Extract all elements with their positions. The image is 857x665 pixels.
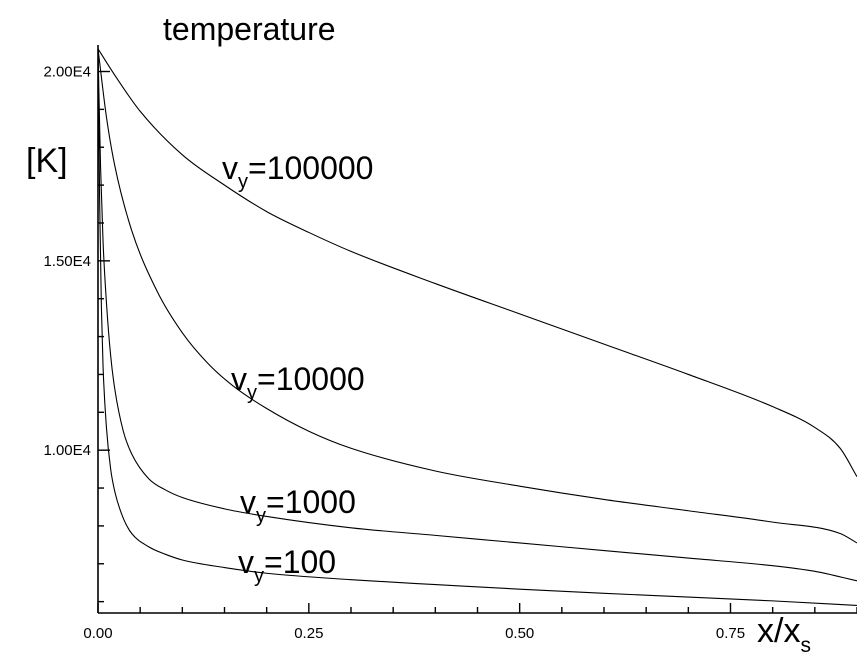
x-axis-label-main: x/x <box>757 612 800 650</box>
x-tick-label: 0.75 <box>716 625 745 642</box>
series-label-sub: y <box>256 505 266 527</box>
y-axis-label: [K] <box>26 142 68 180</box>
series-label-main: v <box>238 544 254 580</box>
series-label-value: =10000 <box>257 361 365 397</box>
x-tick-label: 0.00 <box>83 625 112 642</box>
x-axis-label: x/xs <box>757 612 811 657</box>
series-line <box>97 48 857 477</box>
series-label-sub: y <box>247 382 257 404</box>
y-tick-label: 2.00E4 <box>43 64 91 81</box>
ticks: 0.00 0.25 0.50 0.75 1.00E4 1.50E4 2.00E4 <box>43 64 857 642</box>
series-label-sub: y <box>254 565 264 587</box>
series-label: vy=100000 <box>222 150 373 193</box>
series-label-main: v <box>231 361 247 397</box>
series-label: vy=10000 <box>231 361 365 404</box>
series-lines <box>97 48 857 606</box>
series-label-sub: y <box>238 171 248 193</box>
series-label-main: v <box>240 484 256 520</box>
series-label: vy=1000 <box>240 484 356 527</box>
series-line <box>97 48 857 606</box>
series-label-value: =100000 <box>248 150 373 186</box>
axes <box>97 45 857 614</box>
x-tick-label: 0.50 <box>505 625 534 642</box>
series-line <box>97 48 857 582</box>
x-tick-label: 0.25 <box>294 625 323 642</box>
series-label-value: =100 <box>264 544 336 580</box>
series-line <box>97 48 857 544</box>
x-axis-label-sub: s <box>800 634 811 657</box>
series-label-value: =1000 <box>266 484 356 520</box>
chart-title: temperature <box>163 11 336 47</box>
series-label: vy=100 <box>238 544 336 587</box>
y-tick-label: 1.00E4 <box>43 442 91 459</box>
series-label-main: v <box>222 150 238 186</box>
y-tick-label: 1.50E4 <box>43 253 91 270</box>
